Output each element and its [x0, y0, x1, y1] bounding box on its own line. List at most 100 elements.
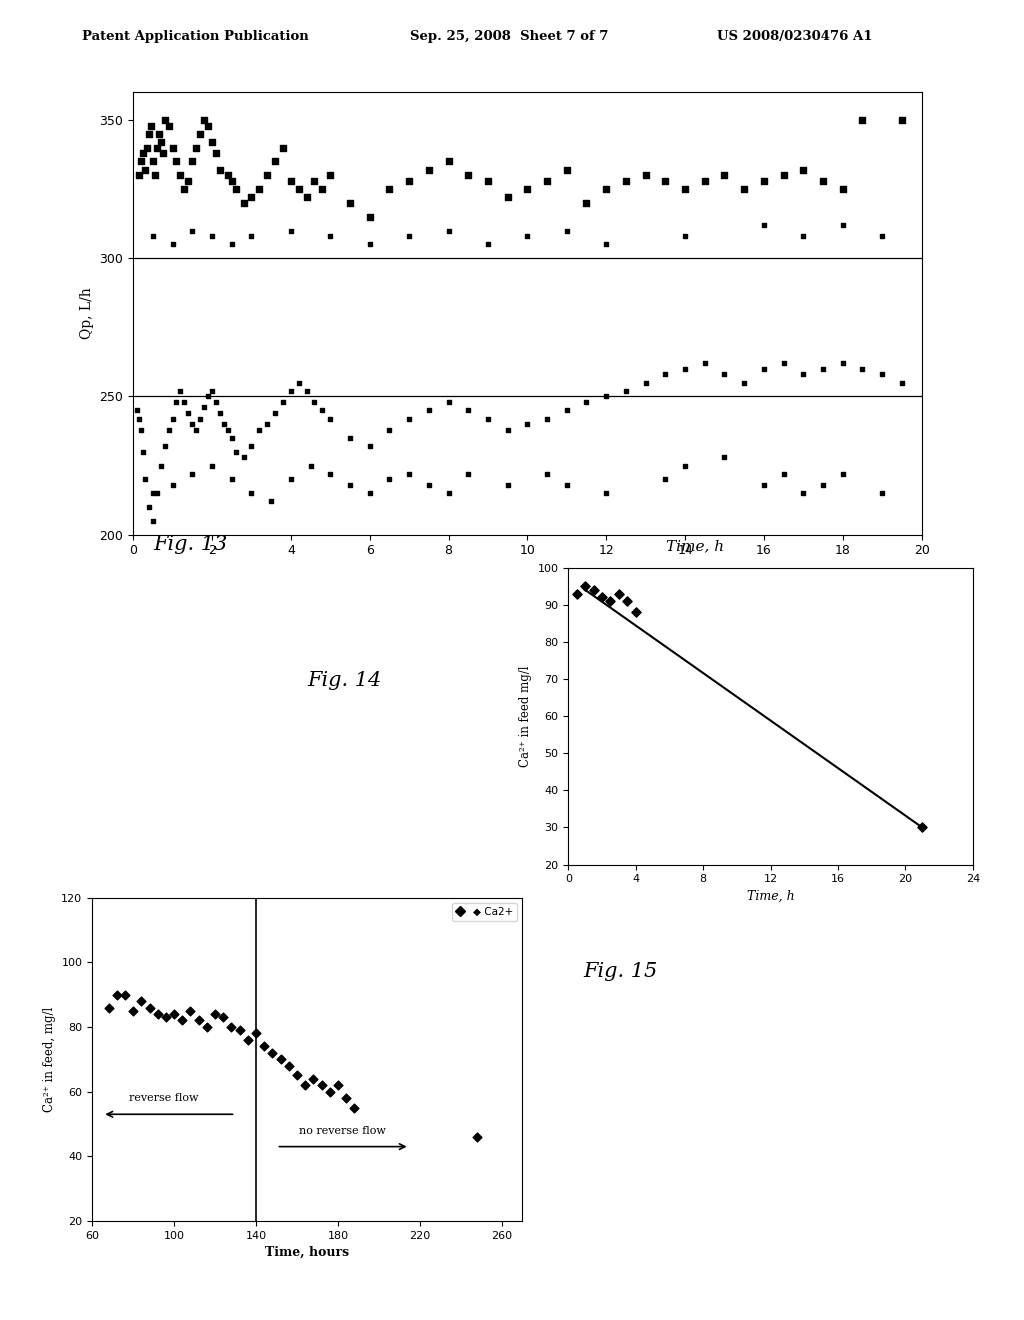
Point	[440, 220, 457, 242]
Point	[161, 418, 177, 440]
Point	[460, 400, 476, 421]
Point	[381, 469, 397, 490]
Point	[314, 400, 331, 421]
Point	[207, 1003, 223, 1024]
Point	[756, 358, 772, 379]
Point	[204, 455, 220, 477]
Point	[637, 372, 654, 393]
Point	[144, 150, 161, 172]
Point	[602, 590, 618, 611]
Point	[161, 115, 177, 136]
Point	[272, 1048, 289, 1069]
Point	[306, 170, 323, 191]
Point	[796, 160, 812, 181]
Point	[401, 463, 418, 484]
Point	[223, 170, 240, 191]
Point	[854, 110, 870, 131]
Point	[283, 170, 299, 191]
Point	[421, 474, 437, 495]
Point	[196, 110, 212, 131]
Point	[191, 123, 208, 144]
Point	[212, 160, 228, 181]
Point	[539, 170, 555, 191]
Point	[151, 123, 167, 144]
Point	[338, 1088, 354, 1109]
Text: Sep. 25, 2008  Sheet 7 of 7: Sep. 25, 2008 Sheet 7 of 7	[410, 30, 608, 44]
Point	[775, 463, 792, 484]
Point	[736, 178, 753, 199]
Point	[219, 165, 236, 186]
Point	[539, 408, 555, 429]
Point	[131, 408, 147, 429]
Point	[440, 391, 457, 412]
Point	[322, 408, 338, 429]
Point	[174, 1010, 190, 1031]
Point	[180, 170, 197, 191]
Point	[231, 1019, 248, 1040]
Point	[164, 408, 181, 429]
Point	[835, 352, 851, 374]
Point	[361, 206, 378, 227]
Point	[219, 418, 236, 440]
Point	[133, 418, 150, 440]
Point	[775, 352, 792, 374]
Point	[657, 469, 674, 490]
Point	[874, 364, 891, 385]
Point	[479, 408, 497, 429]
Point	[157, 110, 173, 131]
Point	[133, 150, 150, 172]
Point	[306, 391, 323, 412]
Point	[140, 496, 157, 517]
Point	[346, 1097, 362, 1118]
Point	[244, 226, 260, 247]
Point	[216, 413, 232, 434]
Point	[227, 441, 244, 462]
Point	[519, 226, 536, 247]
Point	[469, 1126, 485, 1147]
Point	[421, 400, 437, 421]
Point	[204, 132, 220, 153]
Point	[256, 1036, 272, 1057]
Point	[168, 391, 184, 412]
Point	[283, 220, 299, 242]
Point	[854, 358, 870, 379]
Point	[137, 469, 154, 490]
Point	[796, 483, 812, 504]
Point	[274, 137, 291, 158]
Point	[796, 364, 812, 385]
Point	[191, 408, 208, 429]
Point	[135, 441, 152, 462]
Point	[479, 234, 497, 255]
Point	[579, 193, 595, 214]
X-axis label: Time, h: Time, h	[746, 890, 795, 903]
Point	[200, 115, 216, 136]
Point	[184, 220, 201, 242]
Point	[657, 170, 674, 191]
Point	[283, 380, 299, 401]
Point	[141, 997, 158, 1018]
Point	[140, 123, 157, 144]
Point	[240, 1030, 256, 1051]
Point	[598, 234, 614, 255]
Point	[815, 474, 831, 495]
Point	[157, 436, 173, 457]
Point	[835, 214, 851, 235]
Point	[361, 436, 378, 457]
Point	[199, 1016, 215, 1038]
Y-axis label: Qp, L/h: Qp, L/h	[80, 288, 94, 339]
Point	[244, 187, 260, 209]
Point	[342, 193, 358, 214]
Point	[184, 413, 201, 434]
Point	[519, 413, 536, 434]
Point	[598, 483, 614, 504]
Point	[208, 391, 224, 412]
Point	[586, 579, 602, 601]
Point	[223, 469, 240, 490]
Point	[440, 150, 457, 172]
Text: no reverse flow: no reverse flow	[299, 1126, 385, 1135]
Point	[305, 1068, 322, 1089]
Point	[212, 403, 228, 424]
Point	[559, 474, 575, 495]
Point	[696, 352, 713, 374]
Point	[155, 143, 171, 164]
